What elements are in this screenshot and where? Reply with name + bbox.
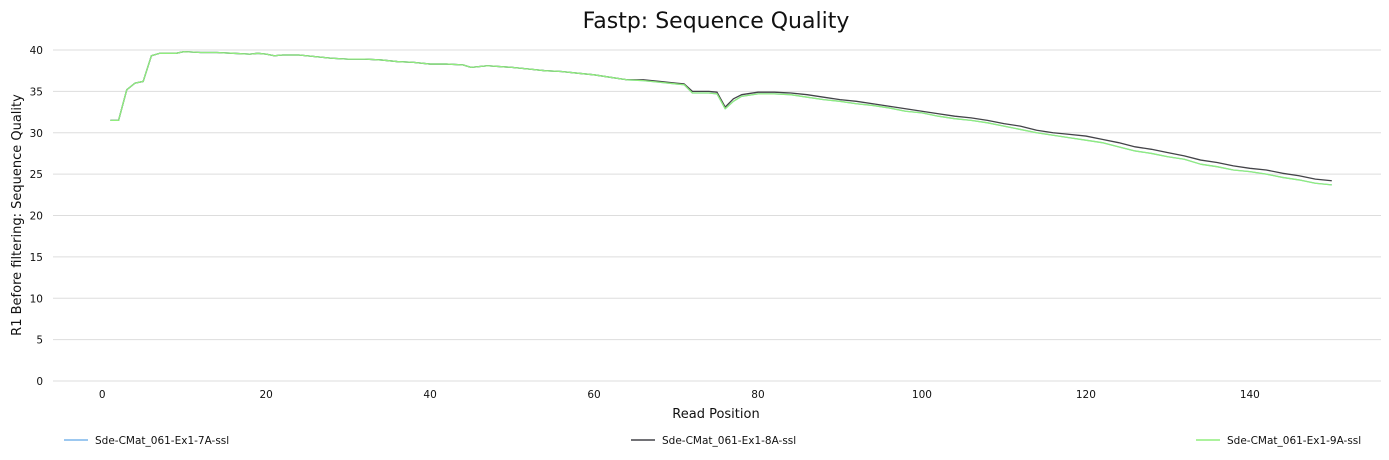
y-axis-label: R1 Before filtering: Sequence Quality (10, 94, 25, 336)
y-tick-label: 5 (36, 335, 43, 347)
x-tick-label: 40 (423, 389, 436, 401)
y-tick-label: 25 (30, 169, 43, 181)
y-tick-label: 0 (36, 376, 43, 388)
x-tick-label: 0 (99, 389, 106, 401)
series-line-1[interactable] (110, 51, 1332, 186)
x-tick-label: 140 (1240, 389, 1260, 401)
x-tick-label: 120 (1076, 389, 1096, 401)
legend-item-label[interactable]: Sde-CMat_061-Ex1-7A-ssl (95, 435, 229, 447)
series-line-3[interactable] (110, 51, 1332, 186)
grid-lines (53, 49, 1381, 382)
y-tick-label: 35 (30, 86, 43, 98)
chart-title: Fastp: Sequence Quality (583, 9, 850, 34)
y-tick-label: 10 (30, 293, 43, 305)
x-tick-label: 60 (587, 389, 600, 401)
x-axis-label: Read Position (672, 407, 759, 422)
series-line-2[interactable] (110, 51, 1332, 182)
legend-item-label[interactable]: Sde-CMat_061-Ex1-8A-ssl (662, 435, 796, 447)
y-tick-label: 40 (30, 45, 43, 57)
y-tick-label: 15 (30, 252, 43, 264)
y-tick-label: 30 (30, 128, 43, 140)
y-tick-label: 20 (30, 211, 43, 223)
x-tick-label: 80 (751, 389, 764, 401)
series-lines (110, 51, 1332, 186)
x-tick-label: 20 (259, 389, 272, 401)
y-axis-ticks: 0 5 10 15 20 25 30 35 40 (30, 45, 43, 388)
x-tick-label: 100 (912, 389, 932, 401)
x-axis-ticks: 0 20 40 60 80 100 120 140 (99, 389, 1260, 401)
legend-item-label[interactable]: Sde-CMat_061-Ex1-9A-ssl (1227, 435, 1361, 447)
legend: Sde-CMat_061-Ex1-7A-ssl Sde-CMat_061-Ex1-… (64, 435, 1361, 447)
